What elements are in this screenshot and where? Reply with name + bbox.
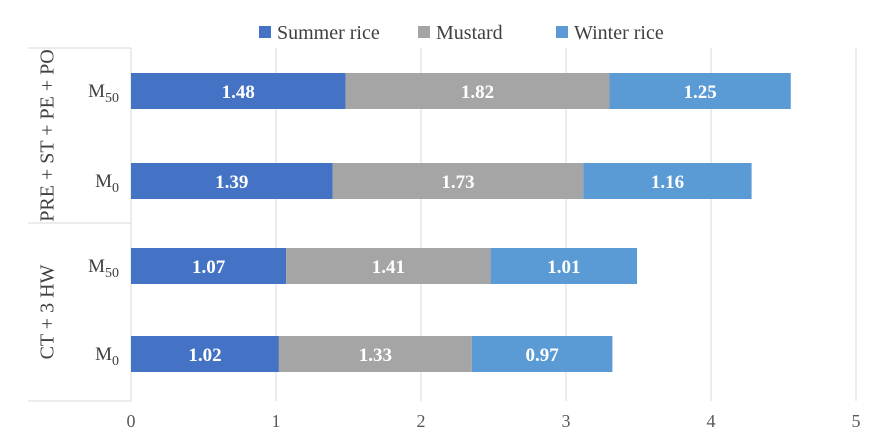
legend-label: Winter rice	[574, 22, 664, 44]
data-label: 1.07	[192, 257, 226, 278]
bar-summer-rice	[131, 248, 287, 284]
bar-winter-rice	[471, 336, 613, 372]
x-tick-label: 1	[272, 411, 281, 431]
group-labels: PRE + ST + PE + PO CT + 3 HW	[37, 49, 59, 359]
bar-winter-rice	[490, 248, 638, 284]
category-label: M0	[95, 344, 119, 369]
data-label: 1.73	[441, 172, 474, 193]
group-label: CT + 3 HW	[37, 264, 59, 359]
legend-label: Summer rice	[277, 22, 380, 44]
data-label: 1.01	[547, 257, 580, 278]
x-tick-label: 2	[417, 411, 426, 431]
data-label: 1.33	[359, 345, 392, 366]
category-label-sub: 50	[105, 91, 119, 106]
bar-summer-rice	[131, 73, 346, 109]
group-label: PRE + ST + PE + PO	[37, 49, 59, 221]
x-tick-label: 4	[707, 411, 716, 431]
data-label: 1.02	[188, 345, 221, 366]
x-axis-tick-labels: 0 1 2 3 4 5	[127, 411, 861, 431]
data-label: 0.97	[525, 345, 559, 366]
data-labels: 1.48 1.82 1.25 1.39 1.73 1.16 1.07 1.41 1.01 1.02…	[188, 82, 716, 366]
data-label: 1.48	[222, 82, 255, 103]
category-label: M50	[88, 81, 119, 106]
legend-swatch	[259, 26, 271, 38]
legend-swatch	[556, 26, 568, 38]
bar-summer-rice	[131, 336, 279, 372]
bar-winter-rice	[583, 163, 752, 199]
category-label: M0	[95, 171, 119, 196]
bars	[131, 73, 791, 372]
bar-mustard	[286, 248, 491, 284]
category-label-sub: 0	[112, 354, 119, 369]
category-label: M50	[88, 256, 119, 281]
category-label-sub: 0	[112, 181, 119, 196]
bar-mustard	[278, 336, 472, 372]
data-label: 1.82	[461, 82, 494, 103]
bar-winter-rice	[609, 73, 791, 109]
data-label: 1.41	[372, 257, 405, 278]
x-tick-label: 3	[562, 411, 571, 431]
category-label-main: M	[95, 344, 112, 365]
bar-summer-rice	[131, 163, 333, 199]
legend: Summer rice Mustard Winter rice	[259, 22, 664, 44]
category-label-main: M	[88, 81, 105, 102]
legend-swatch	[418, 26, 430, 38]
x-tick-label: 5	[852, 411, 861, 431]
legend-label: Mustard	[436, 22, 503, 44]
data-label: 1.39	[215, 172, 248, 193]
x-tick-label: 0	[127, 411, 136, 431]
data-label: 1.25	[684, 82, 717, 103]
category-label-main: M	[95, 171, 112, 192]
bar-mustard	[332, 163, 584, 199]
category-label-main: M	[88, 256, 105, 277]
data-label: 1.16	[651, 172, 684, 193]
category-label-sub: 50	[105, 266, 119, 281]
bar-mustard	[345, 73, 610, 109]
